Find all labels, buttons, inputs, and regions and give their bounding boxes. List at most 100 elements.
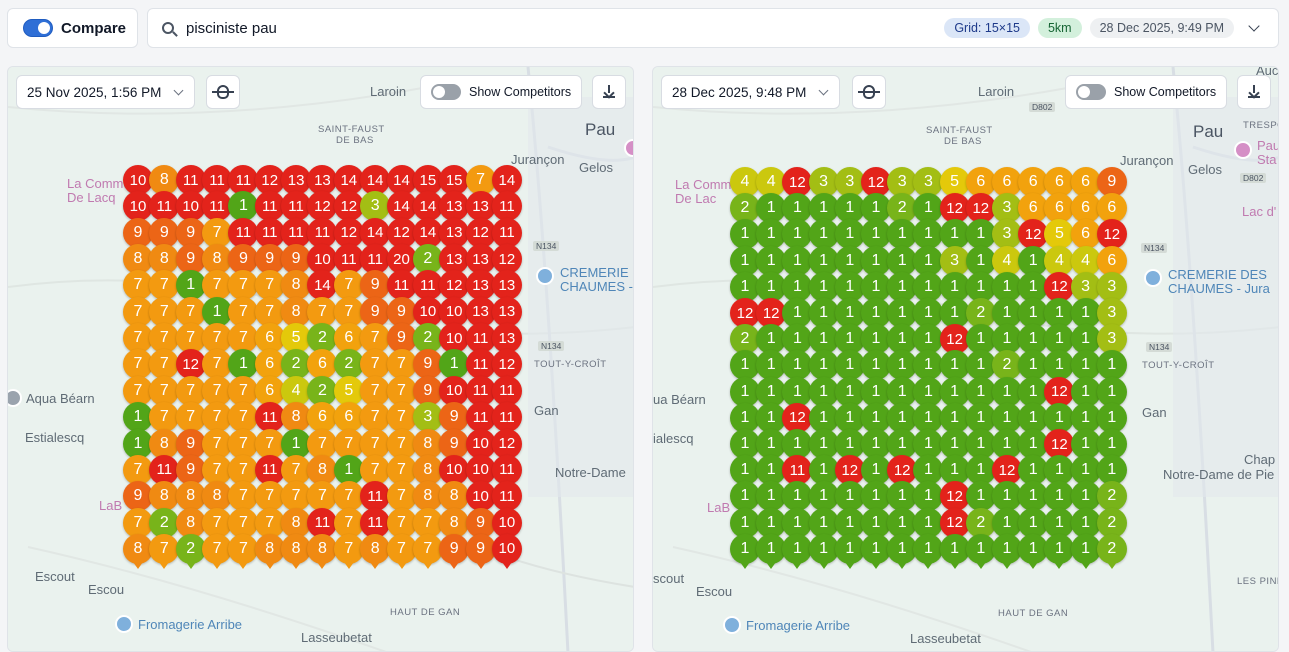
- rank-pin[interactable]: 1: [1018, 376, 1049, 412]
- rank-pin[interactable]: 1: [939, 219, 970, 255]
- rank-pin[interactable]: 10: [491, 533, 522, 569]
- rank-pin[interactable]: 7: [149, 375, 180, 411]
- rank-pin[interactable]: 11: [360, 481, 391, 517]
- rank-pin[interactable]: 8: [360, 533, 391, 569]
- rank-pin[interactable]: 1: [913, 350, 944, 386]
- rank-pin[interactable]: 7: [254, 481, 285, 517]
- rank-pin[interactable]: 6: [333, 323, 364, 359]
- rank-pin[interactable]: 8: [149, 428, 180, 464]
- rank-pin[interactable]: 20: [386, 244, 417, 280]
- rank-pin[interactable]: 2: [333, 349, 364, 385]
- rank-pin[interactable]: 12: [333, 217, 364, 253]
- rank-pin[interactable]: 9: [439, 428, 470, 464]
- rank-pin[interactable]: 1: [834, 324, 865, 360]
- rank-pin[interactable]: 1: [756, 507, 787, 543]
- rank-pin[interactable]: 13: [465, 191, 496, 227]
- rank-pin[interactable]: 1: [228, 349, 259, 385]
- rank-pin[interactable]: 8: [439, 507, 470, 543]
- rank-pin[interactable]: 1: [913, 481, 944, 517]
- rank-pin[interactable]: 1: [730, 533, 760, 569]
- rank-pin[interactable]: 1: [887, 350, 918, 386]
- rank-pin[interactable]: 13: [465, 296, 496, 332]
- rank-pin[interactable]: 1: [834, 245, 865, 281]
- rank-pin[interactable]: 12: [782, 167, 813, 202]
- rank-pin[interactable]: 12: [939, 193, 970, 229]
- rank-pin[interactable]: 7: [228, 481, 259, 517]
- rank-pin[interactable]: 3: [992, 219, 1022, 255]
- rank-pin[interactable]: 1: [992, 376, 1022, 412]
- rank-pin[interactable]: 10: [175, 191, 206, 227]
- rank-pin[interactable]: 9: [175, 217, 206, 253]
- rank-pin[interactable]: 1: [1096, 350, 1127, 386]
- rank-pin[interactable]: 8: [202, 244, 233, 280]
- rank-pin[interactable]: 1: [808, 402, 839, 438]
- rank-pin[interactable]: 14: [386, 165, 417, 200]
- rank-pin[interactable]: 2: [1096, 481, 1127, 517]
- rank-pin[interactable]: 12: [861, 167, 891, 202]
- rank-pin[interactable]: 8: [123, 533, 153, 569]
- rank-pin[interactable]: 7: [149, 349, 180, 385]
- rank-pin[interactable]: 13: [491, 323, 522, 359]
- rank-pin[interactable]: 7: [228, 323, 259, 359]
- rank-pin[interactable]: 12: [307, 191, 338, 227]
- rank-pin[interactable]: 1: [1018, 271, 1049, 307]
- rank-pin[interactable]: 13: [465, 244, 496, 280]
- rank-pin[interactable]: 7: [281, 454, 312, 490]
- rank-pin[interactable]: 7: [228, 428, 259, 464]
- rank-pin[interactable]: 2: [1096, 507, 1127, 543]
- rank-pin[interactable]: 1: [913, 219, 944, 255]
- rank-pin[interactable]: 12: [992, 455, 1022, 491]
- rank-pin[interactable]: 1: [730, 402, 760, 438]
- rank-pin[interactable]: 1: [756, 481, 787, 517]
- rank-pin[interactable]: 1: [913, 455, 944, 491]
- rank-pin[interactable]: 1: [913, 533, 944, 569]
- rank-pin[interactable]: 3: [1096, 298, 1127, 333]
- rank-pin[interactable]: 6: [254, 323, 285, 359]
- rank-pin[interactable]: 11: [254, 217, 285, 253]
- rank-pin[interactable]: 3: [913, 167, 944, 202]
- rank-pin[interactable]: 1: [834, 429, 865, 464]
- rank-pin[interactable]: 3: [992, 193, 1022, 229]
- rank-pin[interactable]: 1: [861, 507, 891, 543]
- rank-pin[interactable]: 9: [360, 270, 391, 306]
- scan-date-select[interactable]: 28 Dec 2025, 9:48 PM: [661, 75, 841, 109]
- rank-pin[interactable]: 1: [965, 455, 996, 491]
- download-button[interactable]: [1237, 75, 1271, 109]
- rank-pin[interactable]: 7: [123, 296, 153, 332]
- rank-pin[interactable]: 12: [834, 455, 865, 491]
- rank-pin[interactable]: 14: [307, 270, 338, 306]
- rank-pin[interactable]: 8: [123, 244, 153, 280]
- rank-pin[interactable]: 11: [465, 323, 496, 359]
- rank-pin[interactable]: 1: [439, 349, 470, 385]
- rank-pin[interactable]: 1: [992, 402, 1022, 438]
- rank-pin[interactable]: 11: [412, 270, 443, 306]
- rank-pin[interactable]: 7: [202, 323, 233, 359]
- rank-pin[interactable]: 1: [782, 533, 813, 569]
- rank-pin[interactable]: 7: [307, 296, 338, 332]
- rank-pin[interactable]: 12: [491, 349, 522, 385]
- compare-toggle-switch[interactable]: [23, 19, 53, 37]
- rank-pin[interactable]: 2: [1096, 533, 1127, 569]
- rank-pin[interactable]: 7: [386, 349, 417, 385]
- rank-pin[interactable]: 10: [465, 481, 496, 517]
- rank-pin[interactable]: 12: [254, 165, 285, 200]
- rank-pin[interactable]: 7: [123, 375, 153, 411]
- rank-pin[interactable]: 1: [756, 402, 787, 438]
- rank-pin[interactable]: 1: [834, 533, 865, 569]
- rank-pin[interactable]: 11: [281, 217, 312, 253]
- rank-pin[interactable]: 7: [307, 481, 338, 517]
- rank-pin[interactable]: 10: [307, 244, 338, 280]
- rank-pin[interactable]: 11: [491, 217, 522, 253]
- debug-button[interactable]: [852, 75, 886, 109]
- rank-pin[interactable]: 14: [360, 165, 391, 200]
- rank-pin[interactable]: 1: [808, 507, 839, 543]
- rank-pin[interactable]: 1: [1044, 533, 1075, 569]
- rank-pin[interactable]: 1: [1018, 533, 1049, 569]
- rank-pin[interactable]: 12: [756, 298, 787, 333]
- rank-pin[interactable]: 1: [1070, 402, 1101, 438]
- rank-pin[interactable]: 13: [491, 296, 522, 332]
- rank-pin[interactable]: 1: [965, 376, 996, 412]
- rank-pin[interactable]: 1: [808, 533, 839, 569]
- rank-pin[interactable]: 1: [782, 481, 813, 517]
- rank-pin[interactable]: 1: [1044, 481, 1075, 517]
